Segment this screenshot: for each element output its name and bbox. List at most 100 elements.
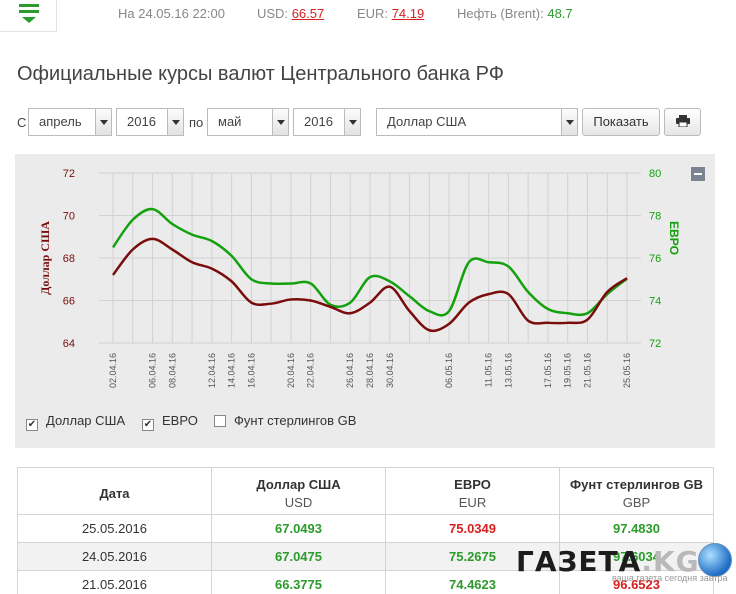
y-right-tick-label: 78 (649, 211, 661, 223)
y-right-tick-label: 80 (649, 168, 661, 180)
legend-eur-label: ЕВРО (162, 413, 198, 428)
cell-eur: 74.4623 (385, 570, 560, 594)
chevron-down-icon (344, 109, 360, 135)
to-month-select[interactable]: май (207, 108, 289, 136)
x-tick-label: 19.05.16 (563, 353, 573, 388)
table-row: 25.05.2016 67.0493 75.0349 97.4830 (17, 514, 714, 543)
cell-usd: 67.0493 (211, 514, 386, 543)
x-tick-label: 16.04.16 (246, 353, 256, 388)
from-year-select[interactable]: 2016 (116, 108, 184, 136)
y-right-tick-label: 72 (649, 338, 661, 350)
x-tick-label: 06.05.16 (444, 353, 454, 388)
table-header-row: Дата Доллар США USD ЕВРО EUR Фунт стерлинг… (17, 467, 714, 515)
menu-line (19, 4, 39, 7)
watermark-text: ГАЗЕТА.KG (516, 545, 700, 578)
chevron-down-icon (95, 109, 111, 135)
from-month-select[interactable]: апрель (28, 108, 112, 136)
header-eur[interactable]: ЕВРО EUR (385, 467, 560, 515)
cell-gbp: 96.6523 (559, 570, 714, 594)
cell-usd: 66.3775 (211, 570, 386, 594)
to-label: по (189, 115, 204, 130)
x-tick-label: 12.04.16 (207, 353, 217, 388)
usd-checkbox[interactable]: ✔ (26, 419, 38, 431)
eur-series-line (111, 207, 628, 317)
show-button[interactable]: Показать (582, 108, 660, 136)
to-year-select[interactable]: 2016 (293, 108, 361, 136)
currency-select[interactable]: Доллар США (376, 108, 578, 136)
ticker-usd: USD: 66.57 (257, 6, 324, 21)
table-row: 24.05.2016 67.0475 75.2675 97.6034 (17, 542, 714, 571)
page-title: Официальные курсы валют Центрального бан… (17, 63, 504, 85)
ticker-eur: EUR: 74.19 (357, 6, 424, 21)
x-tick-label: 28.04.16 (365, 353, 375, 388)
minimize-icon[interactable] (691, 167, 705, 181)
watermark-logo: ГАЗЕТА.KG ваша газета сегодня завтра (512, 540, 734, 586)
top-bar: На 24.05.16 22:00 USD: 66.57 EUR: 74.19 … (0, 0, 736, 34)
y-left-tick-label: 66 (63, 296, 75, 308)
cell-date: 25.05.2016 (17, 514, 212, 543)
header-date[interactable]: Дата (17, 467, 212, 515)
ticker-eur-label: EUR: (357, 6, 389, 21)
header-usd[interactable]: Доллар США USD (211, 467, 386, 515)
ticker-oil: Нефть (Brent): 48.7 (457, 6, 573, 21)
header-eur-title: ЕВРО (454, 476, 491, 492)
y-left-tick-label: 72 (63, 168, 75, 180)
to-year-value: 2016 (304, 114, 333, 129)
x-tick-label: 17.05.16 (543, 353, 553, 388)
chevron-down-icon (272, 109, 288, 135)
ticker-usd-value[interactable]: 66.57 (291, 6, 325, 21)
gbp-checkbox[interactable] (214, 415, 226, 427)
y-right-tick-label: 74 (649, 296, 661, 308)
cell-eur: 75.0349 (385, 514, 560, 543)
header-gbp[interactable]: Фунт стерлингов GB GBP (559, 467, 714, 515)
from-label: С (17, 115, 27, 130)
x-tick-label: 22.04.16 (306, 353, 316, 388)
menu-arrow (22, 17, 36, 23)
legend-gbp[interactable]: Фунт стерлингов GB (214, 413, 356, 428)
watermark-domain: .KG (641, 545, 700, 578)
legend-eur[interactable]: ✔ ЕВРО (142, 413, 198, 431)
x-tick-label: 30.04.16 (385, 353, 395, 388)
eur-checkbox[interactable]: ✔ (142, 419, 154, 431)
cell-gbp: 97.4830 (559, 514, 714, 543)
menu-line (19, 10, 39, 13)
y-right-tick-label: 76 (649, 253, 661, 265)
legend-usd-label: Доллар США (46, 413, 126, 428)
chart-panel: 64 72 66 74 68 76 70 78 72 80 02.04.16 06.04.16 08.0… (15, 154, 715, 448)
ticker-usd-label: USD: (257, 6, 289, 21)
legend-gbp-label: Фунт стерлингов GB (234, 413, 357, 428)
print-button[interactable] (664, 108, 701, 136)
y-left-axis-title: Доллар США (38, 221, 52, 295)
legend-usd[interactable]: ✔ Доллар США (26, 413, 125, 431)
table-row: 21.05.2016 66.3775 74.4623 96.6523 (17, 570, 714, 594)
ticker-datetime: На 24.05.16 22:00 (118, 6, 225, 21)
watermark-tagline: ваша газета сегодня завтра (612, 573, 728, 583)
ticker-eur-value[interactable]: 74.19 (391, 6, 425, 21)
x-tick-label: 20.04.16 (286, 353, 296, 388)
header-gbp-code: GBP (622, 494, 651, 510)
cell-usd: 67.0475 (211, 542, 386, 571)
rates-table: Дата Доллар США USD ЕВРО EUR Фунт стерлинг… (17, 467, 714, 594)
header-usd-code: USD (284, 494, 313, 510)
watermark-name: ГАЗЕТА (516, 545, 642, 578)
globe-icon (698, 543, 732, 577)
y-right-axis-title: ЕВРО (667, 221, 681, 255)
x-tick-label: 14.04.16 (227, 353, 237, 388)
ticker-oil-label: Нефть (Brent): (457, 6, 544, 21)
x-tick-label: 08.04.16 (167, 353, 177, 388)
from-year-value: 2016 (127, 114, 156, 129)
x-tick-label: 21.05.16 (582, 353, 592, 388)
currency-value: Доллар США (387, 114, 467, 129)
usd-series-line (112, 237, 628, 333)
header-usd-title: Доллар США (256, 476, 341, 492)
x-tick-label: 02.04.16 (108, 353, 118, 388)
y-left-tick-label: 70 (63, 211, 75, 223)
header-gbp-title: Фунт стерлингов GB (570, 476, 703, 492)
chevron-down-icon (167, 109, 183, 135)
x-tick-label: 25.05.16 (622, 353, 632, 388)
menu-icon[interactable] (0, 0, 57, 32)
y-left-tick-label: 64 (63, 338, 75, 350)
x-tick-label: 26.04.16 (345, 353, 355, 388)
cell-date: 24.05.2016 (17, 542, 212, 571)
from-month-value: апрель (39, 114, 82, 129)
